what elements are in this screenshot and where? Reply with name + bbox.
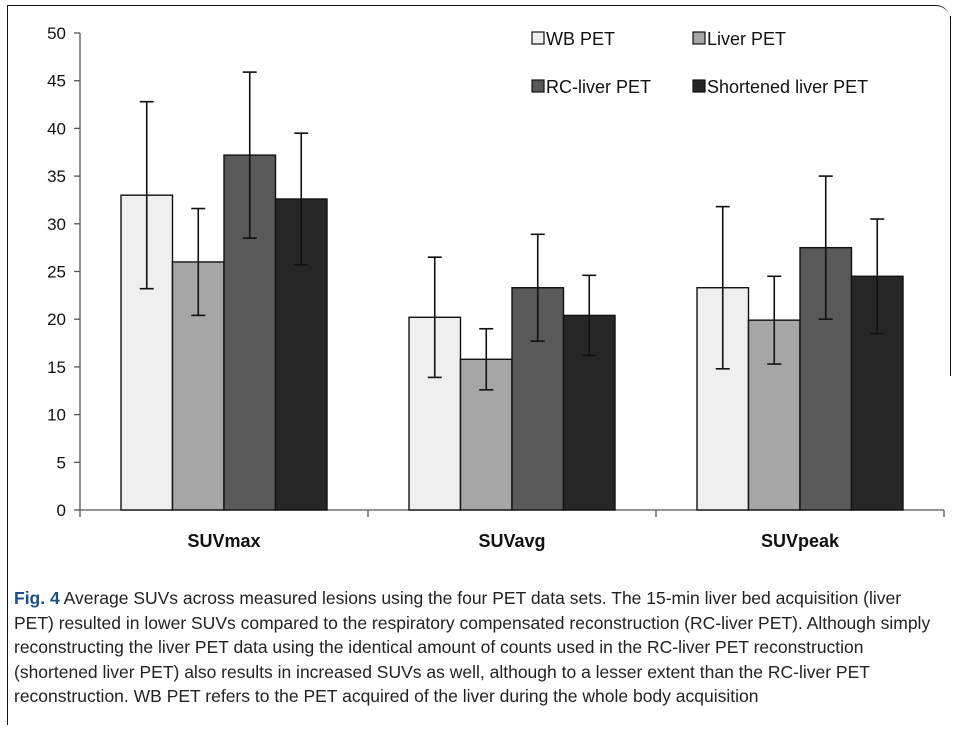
- y-tick-label: 0: [57, 501, 66, 520]
- legend-swatch: [692, 79, 706, 93]
- legend-label: WB PET: [546, 29, 615, 49]
- chart-error-bars: [139, 71, 885, 391]
- y-tick-label: 15: [47, 358, 66, 377]
- legend-swatch: [531, 79, 545, 93]
- chart-bars: [120, 154, 904, 511]
- y-tick-label: 5: [57, 453, 66, 472]
- y-tick-label: 35: [47, 167, 66, 186]
- caption-text: Average SUVs across measured lesions usi…: [14, 588, 931, 707]
- y-tick-label: 30: [47, 215, 66, 234]
- y-tick-label: 40: [47, 119, 66, 138]
- figure-frame: [7, 5, 950, 725]
- legend-swatch: [531, 31, 545, 45]
- chart-legend: WB PET Liver PET RC-liver PET Shortened liv…: [531, 29, 868, 97]
- chart-category-labels: SUVmax SUVavg SUVpeak: [187, 531, 840, 551]
- legend-label: Shortened liver PET: [707, 77, 868, 97]
- legend-swatch: [692, 31, 706, 45]
- y-tick-label: 10: [47, 406, 66, 425]
- y-tick-label: 45: [47, 72, 66, 91]
- legend-label: RC-liver PET: [546, 77, 651, 97]
- y-tick-label: 50: [47, 24, 66, 43]
- bar-chart: 0 5 10 15 20 25 30 35 40 45 50 SUVmax SUVavg SUVpeak…: [47, 24, 945, 551]
- figure-frame-right-edge: [950, 16, 951, 376]
- figure-caption: Fig. 4 Average SUVs across measured lesi…: [14, 586, 944, 709]
- x-category-label: SUVavg: [478, 531, 545, 551]
- y-tick-label: 25: [47, 263, 66, 282]
- legend-label: Liver PET: [707, 29, 786, 49]
- figure-label: Fig. 4: [14, 588, 60, 608]
- x-category-label: SUVpeak: [761, 531, 840, 551]
- x-category-label: SUVmax: [187, 531, 260, 551]
- y-tick-label: 20: [47, 310, 66, 329]
